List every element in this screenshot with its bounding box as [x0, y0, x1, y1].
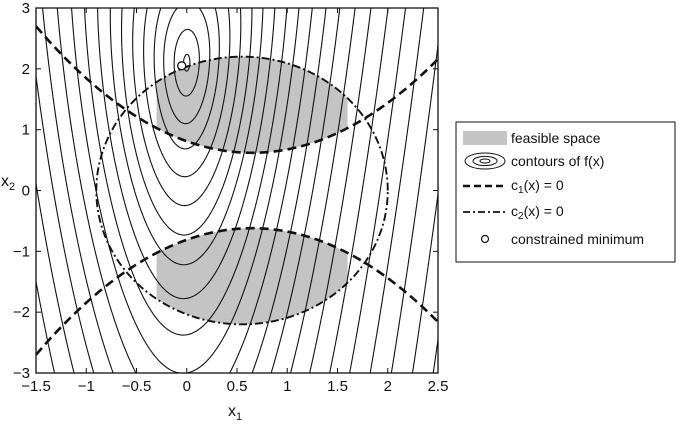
contour-line-2 — [173, 28, 200, 97]
contour-line-21 — [411, 194, 438, 373]
constraint-curves — [36, 25, 438, 356]
contour-line-4 — [153, 8, 220, 150]
y-tick-label: 0 — [22, 183, 30, 200]
legend-label-minimum: constrained minimum — [511, 231, 644, 247]
contour-line-6 — [132, 8, 242, 207]
constraint-c1-curve-1 — [36, 25, 438, 155]
axis-ticks — [35, 7, 439, 374]
x-tick-label: 1.5 — [327, 378, 348, 395]
x-tick-label: 2 — [384, 378, 392, 395]
x-axis-label: x1 — [228, 403, 242, 423]
x-tick-label: 2.5 — [428, 378, 449, 395]
legend-swatch-contours — [464, 152, 506, 170]
contour-line-5 — [143, 8, 231, 178]
legend-swatch-feasible — [463, 131, 507, 145]
x-tick-label: −0.5 — [122, 378, 152, 395]
y-tick-label: −2 — [13, 304, 30, 321]
contour-line-9 — [97, 8, 276, 300]
constraint-c2-curve — [95, 55, 389, 326]
contour-line-8 — [109, 8, 264, 266]
legend-label-contours: contours of f(x) — [511, 153, 604, 169]
constraint-c1-curve-2 — [36, 226, 438, 356]
contour-line-18 — [349, 8, 407, 373]
legend-swatch-minimum — [480, 234, 490, 244]
legend-label-c1: c1(x) = 0 — [511, 177, 564, 196]
y-tick-label: −1 — [13, 243, 30, 260]
axis-tick-labels: −1.5 −1 −0.5 0 0.5 1 1.5 2 2.5 −3 −2 −1 0 1 2 3 — [13, 0, 449, 395]
feasible-regions — [156, 56, 348, 325]
contour-line-10 — [83, 8, 288, 336]
y-tick-label: −3 — [13, 365, 30, 382]
x-tick-label: 1 — [283, 378, 291, 395]
contour-line-7 — [120, 8, 253, 236]
contour-line-13 — [42, 8, 327, 373]
contour-line-15 — [36, 8, 356, 373]
contour-line-11 — [71, 8, 300, 373]
contour-line-22 — [432, 339, 438, 373]
contour-line-16 — [36, 8, 372, 373]
y-axis-label: x2 — [1, 173, 15, 193]
y-tick-label: 2 — [22, 61, 30, 78]
minimum-marker-layer — [177, 61, 187, 71]
legend-box — [455, 121, 676, 263]
contour-line-12 — [56, 8, 313, 373]
objective-contours — [36, 8, 438, 373]
constrained-minimum-marker — [177, 61, 187, 71]
plot-area — [36, 8, 438, 373]
x-tick-label: 0 — [183, 378, 191, 395]
x-tick-label: 0.5 — [227, 378, 248, 395]
legend-label-c2: c2(x) = 0 — [511, 203, 564, 222]
y-tick-label: 3 — [22, 0, 30, 17]
contour-line-17 — [329, 8, 389, 373]
legend: feasible space contours of f(x) c1(x) = … — [455, 121, 676, 263]
y-tick-label: 1 — [22, 122, 30, 139]
contour-line-20 — [390, 45, 438, 373]
x-tick-label: −1.5 — [21, 378, 51, 395]
x-tick-label: −1 — [78, 378, 95, 395]
contour-line-19 — [369, 8, 425, 373]
legend-label-feasible: feasible space — [511, 130, 601, 146]
